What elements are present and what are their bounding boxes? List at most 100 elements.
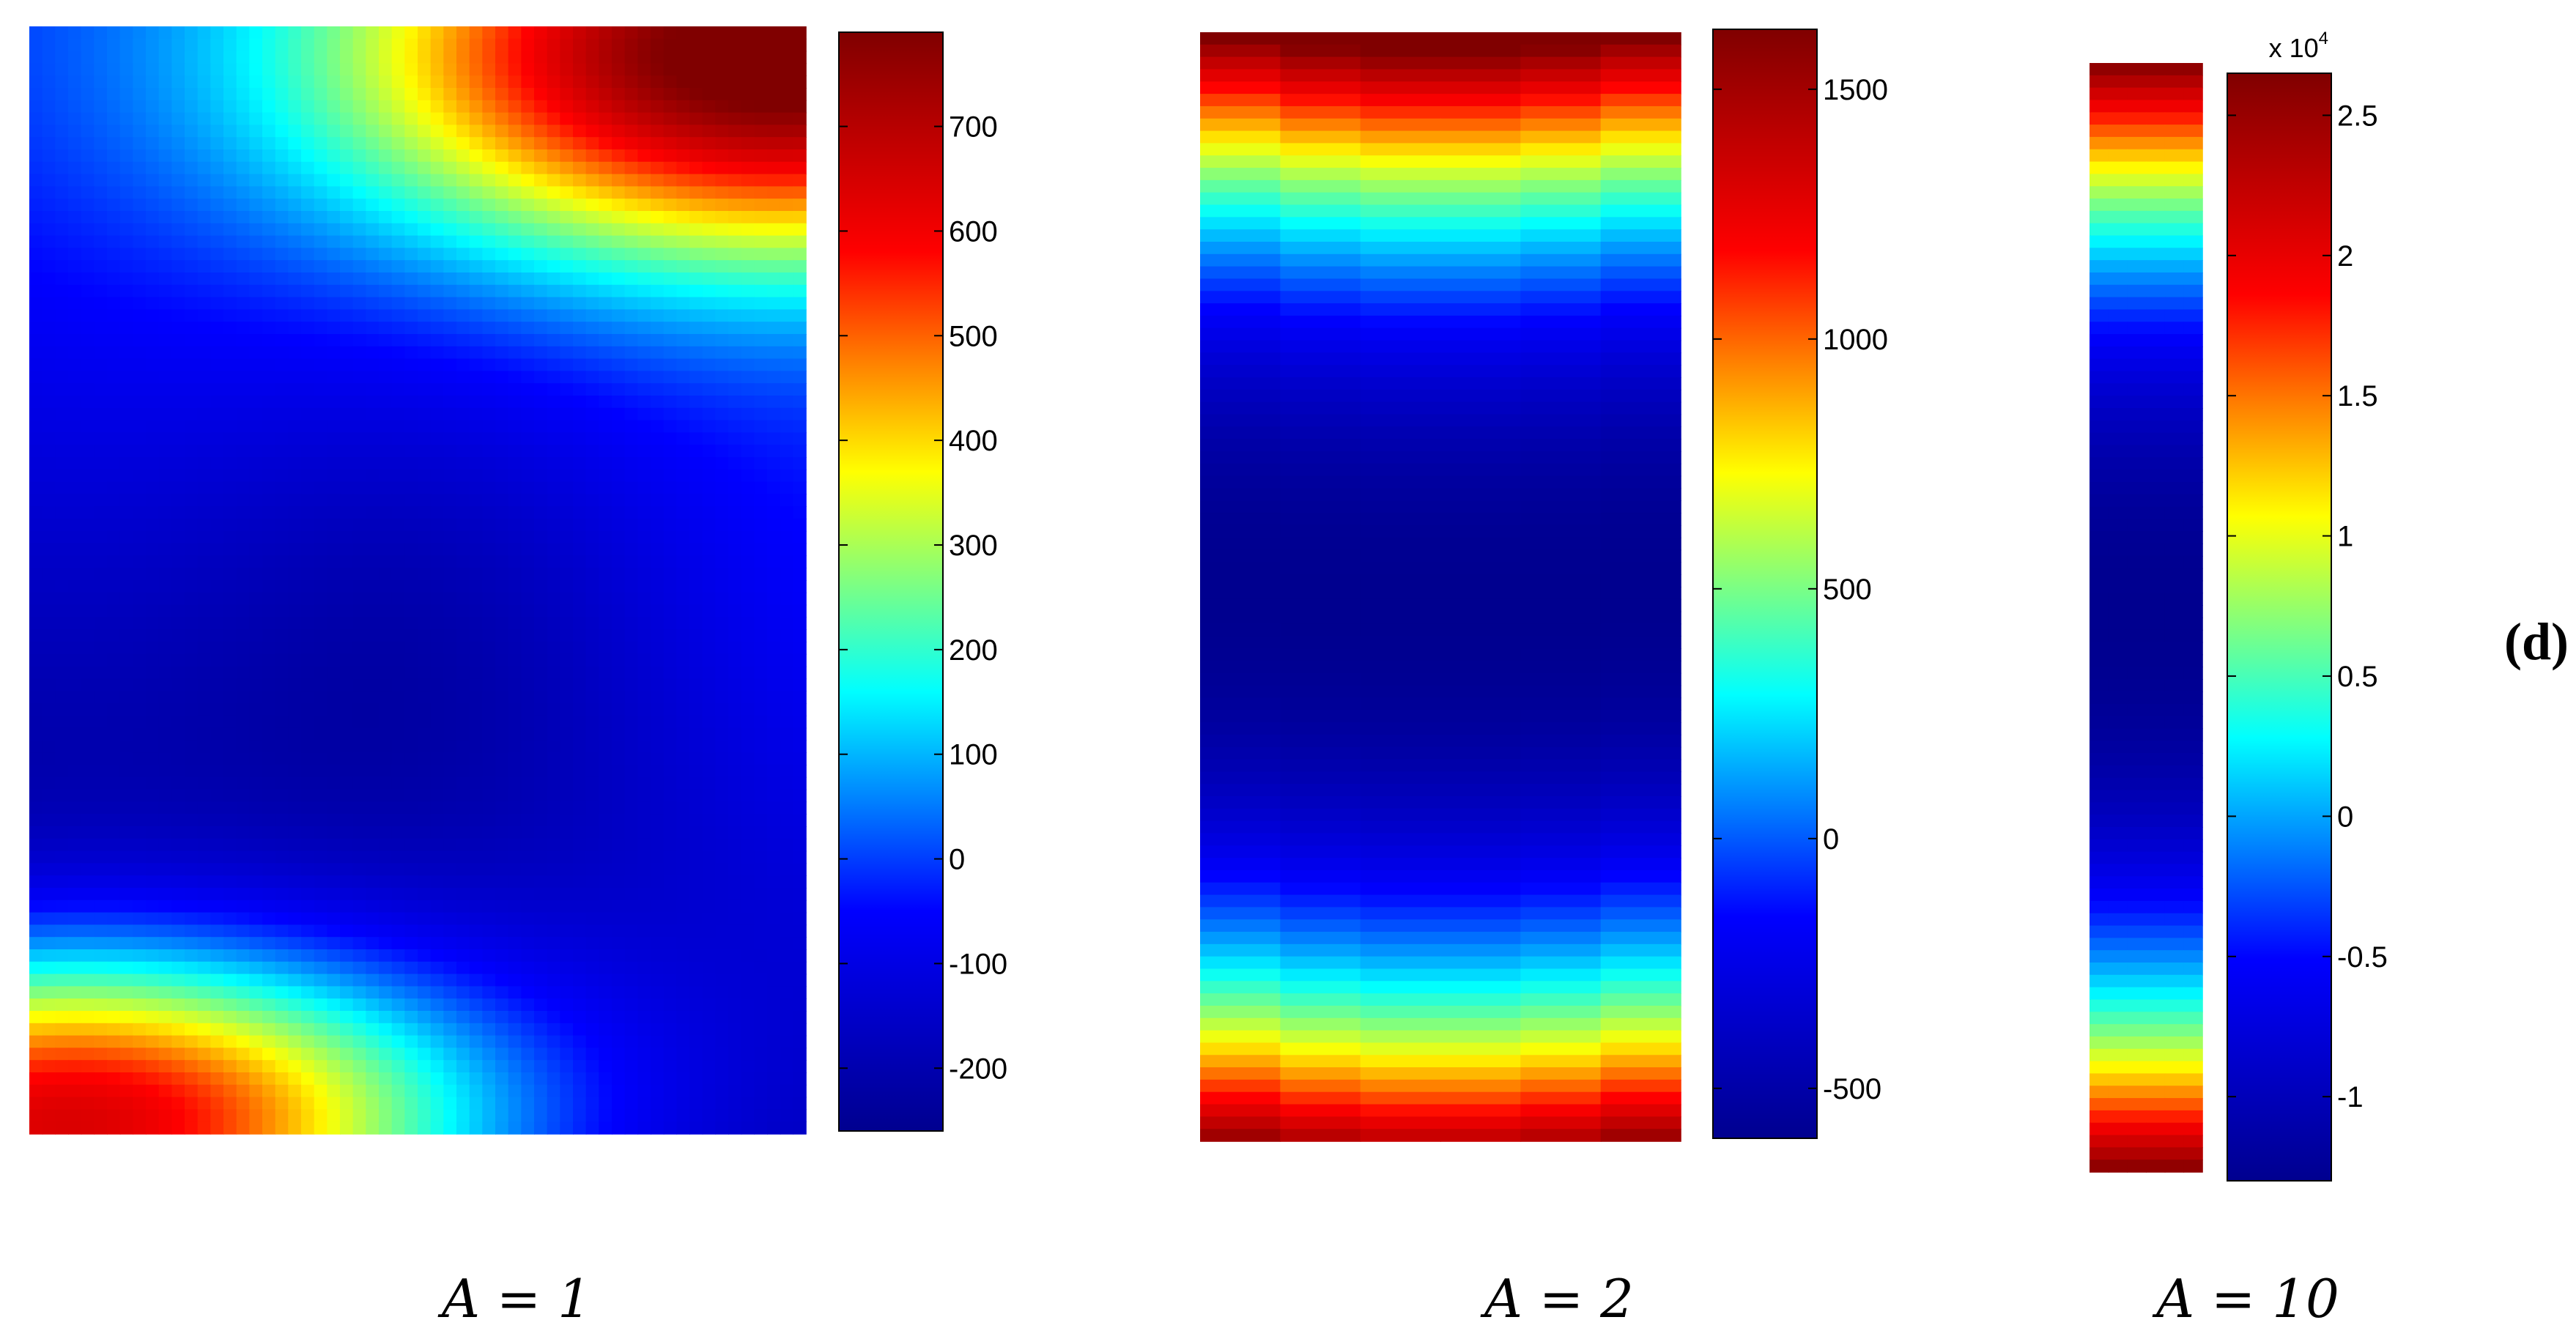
heatmap-cell xyxy=(418,260,432,273)
heatmap-cell xyxy=(210,900,224,913)
heatmap-cell xyxy=(495,727,509,741)
heatmap-cell xyxy=(754,346,768,360)
heatmap-cell xyxy=(689,100,703,114)
heatmap-cell xyxy=(456,789,470,803)
heatmap-cell xyxy=(651,199,665,212)
heatmap-cell xyxy=(275,776,289,790)
heatmap-cell xyxy=(107,235,121,249)
heatmap-cell xyxy=(418,752,432,765)
heatmap-cell xyxy=(495,949,509,962)
heatmap-cell xyxy=(223,137,237,150)
heatmap-cell xyxy=(715,519,729,532)
heatmap-cell xyxy=(352,346,367,360)
heatmap-cell xyxy=(469,149,484,163)
heatmap-cell xyxy=(366,420,380,434)
heatmap-cell xyxy=(171,445,185,458)
heatmap-cell xyxy=(495,494,509,507)
heatmap-cell xyxy=(651,691,665,704)
heatmap-cell xyxy=(68,75,82,89)
heatmap-cell xyxy=(185,715,199,729)
heatmap-cell xyxy=(560,727,574,741)
heatmap-cell xyxy=(42,125,56,138)
heatmap-cell xyxy=(68,1011,82,1024)
heatmap-cell xyxy=(107,519,121,532)
heatmap-cell xyxy=(702,949,717,962)
heatmap-cell xyxy=(327,199,341,212)
heatmap-cell xyxy=(534,580,548,593)
heatmap-cell xyxy=(741,740,755,753)
heatmap-cell xyxy=(534,137,548,150)
heatmap-cell xyxy=(391,432,406,445)
heatmap-cell xyxy=(327,334,341,347)
heatmap-cell xyxy=(637,1035,651,1049)
heatmap-cell xyxy=(715,555,729,568)
heatmap-cell xyxy=(249,592,263,606)
heatmap-cell xyxy=(676,407,690,421)
heatmap-cell xyxy=(404,912,418,926)
heatmap-cell xyxy=(702,137,717,150)
heatmap-cell xyxy=(767,272,781,286)
heatmap-cell xyxy=(29,629,43,642)
heatmap-cell xyxy=(327,260,341,273)
heatmap-cell xyxy=(146,161,160,175)
heatmap-cell xyxy=(469,740,484,753)
heatmap-cell xyxy=(81,100,95,114)
heatmap-cell xyxy=(689,396,703,409)
heatmap-cell xyxy=(275,186,289,199)
heatmap-cell xyxy=(146,432,160,445)
heatmap-cell xyxy=(741,924,755,938)
heatmap-cell xyxy=(663,432,678,445)
heatmap-cell xyxy=(68,888,82,901)
heatmap-cell xyxy=(42,75,56,89)
heatmap-cell xyxy=(676,161,690,175)
heatmap-cell xyxy=(495,838,509,852)
heatmap-cell xyxy=(107,666,121,680)
heatmap-cell xyxy=(612,186,626,199)
heatmap-cell xyxy=(495,888,509,901)
heatmap-cell xyxy=(456,51,470,64)
heatmap-cell xyxy=(288,88,302,101)
heatmap-cell xyxy=(741,850,755,864)
heatmap-cell xyxy=(741,629,755,642)
heatmap-cell xyxy=(663,297,678,311)
heatmap-cell xyxy=(651,407,665,421)
heatmap-cell xyxy=(158,149,173,163)
heatmap-cell xyxy=(612,1035,626,1049)
heatmap-cell xyxy=(352,174,367,188)
heatmap-cell xyxy=(741,420,755,434)
heatmap-cell xyxy=(404,888,418,901)
heatmap-cell xyxy=(418,789,432,803)
heatmap-cell xyxy=(42,211,56,224)
heatmap-cell xyxy=(249,358,263,372)
heatmap-cell xyxy=(94,149,108,163)
heatmap-cell xyxy=(352,260,367,273)
heatmap-cell xyxy=(624,592,639,606)
heatmap-cell xyxy=(197,592,212,606)
heatmap-cell xyxy=(314,358,328,372)
heatmap-cell xyxy=(366,937,380,950)
heatmap-cell xyxy=(249,322,263,335)
heatmap-cell xyxy=(560,752,574,765)
heatmap-cell xyxy=(585,407,600,421)
heatmap-cell xyxy=(94,924,108,938)
heatmap-cell xyxy=(793,900,807,913)
heatmap-cell xyxy=(780,396,794,409)
heatmap-cell xyxy=(81,211,95,224)
heatmap-cell xyxy=(702,543,717,557)
heatmap-cell xyxy=(262,469,276,483)
heatmap-cell xyxy=(146,1047,160,1061)
heatmap-cell xyxy=(547,309,561,322)
heatmap-cell xyxy=(651,469,665,483)
heatmap-cell xyxy=(430,174,445,188)
heatmap-cell xyxy=(689,937,703,950)
heatmap-cell xyxy=(663,691,678,704)
heatmap-cell xyxy=(676,875,690,889)
heatmap-cell xyxy=(663,568,678,581)
heatmap-cell xyxy=(469,580,484,593)
heatmap-cell xyxy=(585,998,600,1012)
heatmap-cell xyxy=(521,727,535,741)
heatmap-cell xyxy=(521,248,535,261)
heatmap-cell xyxy=(612,814,626,827)
heatmap-cell xyxy=(495,260,509,273)
heatmap-cell xyxy=(301,272,315,286)
